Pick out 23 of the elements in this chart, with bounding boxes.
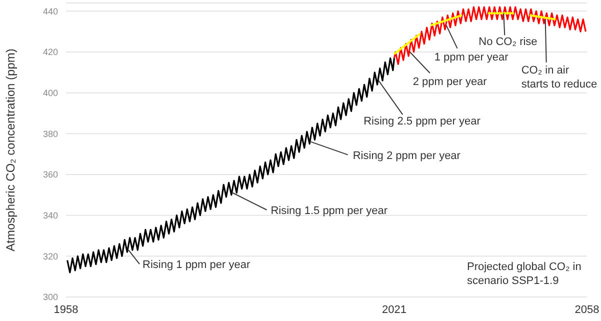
y-tick-label: 300 [42,292,58,302]
annotation: No CO₂ rise [478,36,538,48]
annotation: Projected global CO₂ in scenario SSP1-1.9 [467,261,582,287]
y-tick-label: 340 [42,210,58,221]
y-tick-label: 400 [42,88,58,98]
y-tick-label: 360 [42,170,58,180]
x-tick-label: 2058 [574,304,600,316]
y-axis-title: Atmospheric CO₂ concentration (ppm) [3,48,18,252]
line-series [393,6,586,66]
x-tick-label: 1958 [54,304,78,316]
y-tick-label: 440 [42,6,58,16]
annotation: Rising 2 ppm per year [352,150,461,162]
x-tick-label: 2021 [382,304,406,316]
annotation: Rising 2.5 ppm per year [364,116,481,128]
line-series [66,57,396,274]
y-tick-label: 380 [42,128,58,139]
annotation: Rising 1 ppm per year [142,259,250,272]
annotation: 1 ppm per year [434,51,509,64]
annotation: CO₂ in air starts to reduce [521,64,598,90]
annotation: Rising 1.5 ppm per year [270,204,388,217]
y-tick-label: 420 [42,47,58,58]
y-tick-label: 320 [42,251,58,262]
annotation: 2 ppm per year [412,76,488,88]
